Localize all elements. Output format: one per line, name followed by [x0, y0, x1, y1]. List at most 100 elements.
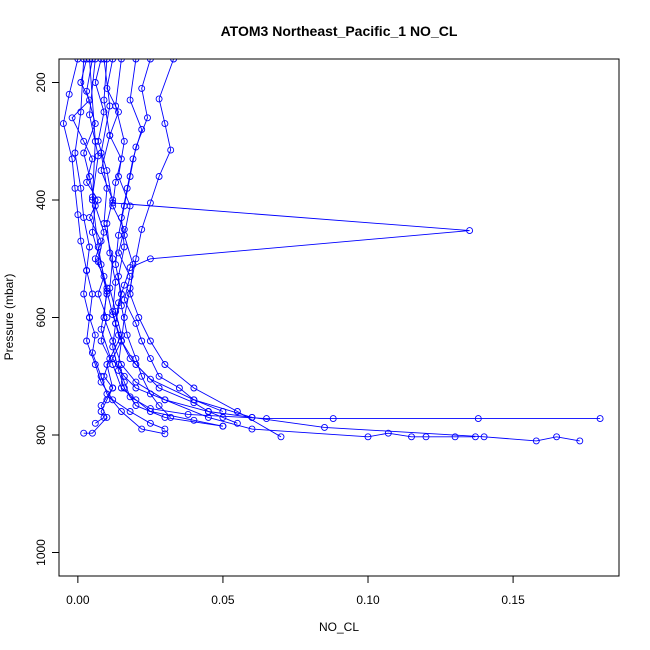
data-point — [126, 96, 134, 104]
data-point — [219, 413, 227, 421]
data-point — [146, 408, 154, 415]
series-line — [83, 59, 476, 438]
data-point — [233, 408, 241, 415]
data-point — [106, 131, 114, 139]
data-point — [77, 79, 85, 86]
y-tick-label: 400 — [34, 190, 48, 210]
data-point — [204, 408, 212, 415]
data-point — [248, 425, 256, 433]
data-point — [109, 59, 117, 63]
y-tick-label: 600 — [34, 307, 48, 327]
data-point — [263, 415, 270, 423]
data-point — [88, 155, 96, 163]
data-point — [91, 59, 99, 63]
data-point — [91, 120, 99, 128]
data-point — [109, 196, 117, 204]
data-point — [97, 59, 105, 63]
data-point — [65, 90, 73, 98]
data-point — [80, 137, 88, 145]
data-point — [596, 415, 604, 423]
data-point — [80, 59, 88, 63]
data-point — [71, 184, 79, 192]
data-point — [100, 108, 108, 116]
x-tick-label: 0.00 — [66, 593, 90, 607]
data-point — [155, 372, 163, 380]
data-point — [117, 302, 125, 310]
data-point — [321, 423, 328, 431]
data-point — [100, 228, 108, 236]
data-point — [86, 243, 93, 251]
data-point — [106, 102, 114, 110]
data-point — [117, 384, 125, 392]
data-point — [80, 214, 88, 222]
data-point — [120, 314, 128, 321]
series-line — [89, 59, 238, 424]
data-point — [132, 59, 140, 63]
data-point — [103, 413, 111, 421]
data-point — [132, 319, 140, 327]
data-point — [277, 433, 285, 441]
data-point — [112, 261, 120, 269]
data-point — [155, 173, 163, 180]
data-point — [83, 267, 91, 274]
series-line — [89, 59, 223, 427]
data-point — [86, 59, 93, 63]
data-point — [155, 95, 163, 103]
data-point — [329, 415, 337, 423]
data-point — [135, 314, 143, 321]
data-point — [97, 237, 105, 245]
data-point — [86, 173, 93, 180]
data-point — [480, 433, 488, 441]
data-point — [97, 337, 105, 345]
data-point — [132, 255, 140, 263]
x-axis-label: NO_CL — [319, 620, 359, 634]
data-point — [77, 108, 85, 116]
y-tick-label: 1000 — [34, 539, 48, 566]
data-point — [106, 249, 114, 257]
series-line — [106, 59, 224, 412]
data-point — [132, 396, 140, 404]
data-point — [155, 384, 163, 392]
data-point — [77, 237, 85, 245]
data-point — [117, 290, 125, 298]
data-point — [88, 290, 96, 298]
data-point — [117, 331, 125, 339]
data-point — [161, 396, 169, 404]
data-point — [112, 308, 120, 316]
data-point — [175, 384, 183, 392]
data-point — [120, 243, 128, 251]
profile-series-10 — [59, 59, 169, 433]
series-line — [62, 59, 166, 430]
data-point — [80, 149, 88, 157]
data-point — [86, 111, 93, 119]
data-point — [161, 361, 169, 368]
data-point — [408, 433, 415, 441]
data-point — [91, 331, 99, 339]
data-point — [219, 422, 227, 430]
profile-series-13 — [86, 59, 227, 430]
data-point — [91, 79, 99, 86]
data-point — [91, 419, 99, 427]
data-point — [167, 146, 175, 154]
data-point — [100, 96, 108, 104]
data-point — [146, 255, 154, 263]
data-point — [103, 59, 111, 63]
data-point — [97, 325, 105, 333]
data-point — [155, 402, 163, 410]
data-point — [91, 202, 99, 210]
data-point — [120, 296, 128, 304]
data-point — [117, 155, 125, 163]
data-point — [129, 261, 137, 269]
data-point — [80, 290, 88, 298]
x-tick-label: 0.05 — [211, 593, 235, 607]
data-point — [138, 337, 146, 345]
data-point — [88, 196, 96, 204]
data-point — [364, 433, 372, 441]
data-point — [68, 155, 76, 163]
data-point — [74, 211, 82, 219]
data-point — [126, 284, 134, 292]
data-point — [103, 290, 111, 298]
data-point — [184, 410, 192, 418]
data-point — [126, 408, 134, 415]
